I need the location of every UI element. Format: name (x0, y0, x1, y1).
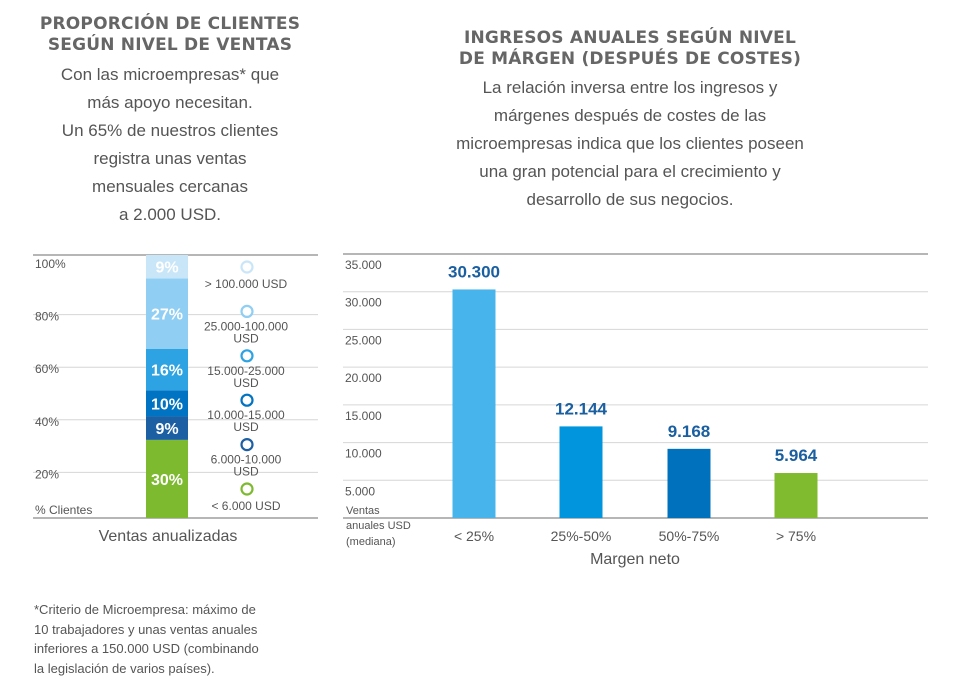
legend-marker (240, 438, 254, 452)
segment-label: 10% (151, 396, 183, 413)
stack-segment (146, 390, 188, 417)
legend-label: 15.000-25.000 (207, 364, 285, 378)
y-tick-label: 25.000 (345, 333, 382, 347)
legend-label-unit: USD (233, 420, 259, 434)
x-axis-label: Margen neto (590, 551, 680, 568)
segment-label: 27% (151, 307, 183, 324)
bar (559, 426, 603, 518)
legend-label: > 100.000 USD (205, 277, 288, 291)
segment-label: 16% (151, 363, 183, 380)
segment-label: 9% (155, 260, 178, 277)
stack-segment (146, 439, 188, 518)
y-tick-label: 5.000 (345, 484, 375, 498)
x-tick-label: < 25% (454, 528, 494, 544)
stacked-bar-chart: 20% 40% 60% 80% 100% % Clientes Ventas anualiz… (33, 254, 318, 545)
legend-marker (240, 260, 254, 274)
y-tick-label: 80% (35, 310, 59, 324)
y-tick-label: 40% (35, 415, 59, 429)
y-tick-label: 20.000 (345, 371, 382, 385)
legend-marker (240, 349, 254, 363)
left-description: Con las microempresas* que más apoyo nece… (60, 65, 280, 224)
footnote: *Criterio de Microempresa: máximo de 10 t… (34, 602, 259, 676)
bar (452, 289, 496, 518)
y-axis-label: % Clientes (35, 503, 92, 517)
legend-marker (240, 393, 254, 407)
bar-value-label: 30.300 (448, 262, 500, 281)
x-axis-label: Ventas anualizadas (99, 528, 238, 545)
stack-segment (146, 348, 188, 391)
bar-value-label: 12.144 (555, 399, 608, 418)
y-tick-label: 20% (35, 467, 59, 481)
segment-label: 9% (155, 421, 178, 438)
y-tick-label: 10.000 (345, 447, 382, 461)
stack-segment (146, 255, 188, 279)
right-chart-title: INGRESOS ANUALES SEGÚN NIVEL DE MÁRGEN (D… (458, 28, 802, 69)
segment-label: 30% (151, 472, 183, 489)
y-axis-label-line2: anuales USD (346, 520, 411, 532)
bar (774, 473, 818, 518)
legend-label: 10.000-15.000 (207, 408, 285, 422)
y-axis-label-line1: Ventas (346, 505, 380, 517)
left-chart-title: PROPORCIÓN DE CLIENTES SEGÚN NIVEL DE VEN… (39, 14, 301, 55)
legend-label: < 6.000 USD (211, 499, 280, 513)
y-tick-label: 100% (35, 257, 66, 271)
y-tick-label: 15.000 (345, 409, 382, 423)
y-tick-label: 35.000 (345, 258, 382, 272)
x-tick-label: 50%-75% (659, 528, 720, 544)
bar (667, 448, 711, 518)
x-tick-label: 25%-50% (551, 528, 612, 544)
y-tick-label: 30.000 (345, 296, 382, 310)
y-tick-label: 60% (35, 362, 59, 376)
legend-label: 6.000-10.000 (211, 453, 282, 467)
y-axis-label-line3: (mediana) (346, 536, 396, 548)
stack-segment (146, 278, 188, 349)
legend-marker (240, 304, 254, 318)
stack-segment (146, 416, 188, 440)
legend-label-unit: USD (233, 465, 259, 479)
legend-marker (240, 482, 254, 496)
bar-value-label: 5.964 (775, 446, 818, 465)
legend-label: 25.000-100.000 (204, 319, 288, 333)
bar-chart: 5.000 10.000 15.000 20.000 25.000 30.000 35.00… (343, 253, 928, 568)
x-tick-label: > 75% (776, 528, 816, 544)
bar-value-label: 9.168 (668, 422, 711, 441)
right-description: La relación inversa entre los ingresos y… (456, 78, 804, 209)
legend-label-unit: USD (233, 331, 259, 345)
legend-label-unit: USD (233, 376, 259, 390)
